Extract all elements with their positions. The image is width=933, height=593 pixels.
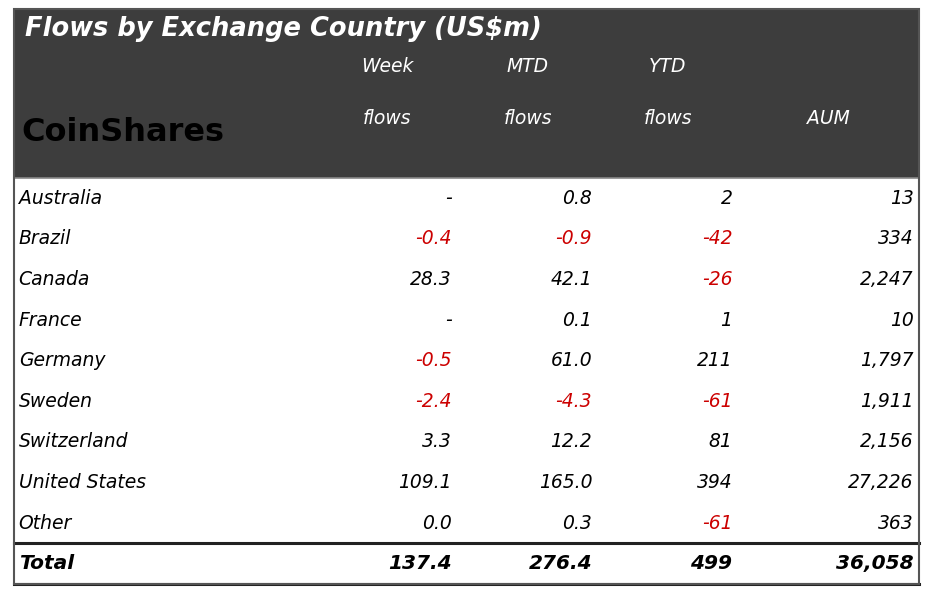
Text: Brazil: Brazil xyxy=(19,229,71,248)
Text: 28.3: 28.3 xyxy=(411,270,452,289)
Text: 12.2: 12.2 xyxy=(550,432,592,451)
Text: 137.4: 137.4 xyxy=(388,554,452,573)
Text: Canada: Canada xyxy=(19,270,91,289)
Text: United States: United States xyxy=(19,473,146,492)
Text: -0.9: -0.9 xyxy=(556,229,592,248)
Text: 3.3: 3.3 xyxy=(422,432,452,451)
Text: CoinShares: CoinShares xyxy=(21,117,225,148)
Text: 27,226: 27,226 xyxy=(848,473,913,492)
Text: 10: 10 xyxy=(890,311,913,330)
Text: 0.0: 0.0 xyxy=(422,514,452,533)
Text: 0.1: 0.1 xyxy=(563,311,592,330)
Bar xyxy=(14,9,919,178)
Text: 81: 81 xyxy=(709,432,732,451)
Text: 276.4: 276.4 xyxy=(528,554,592,573)
Text: Week: Week xyxy=(361,57,413,76)
Text: 1,797: 1,797 xyxy=(860,351,913,370)
Text: 1: 1 xyxy=(720,311,732,330)
Text: -42: -42 xyxy=(702,229,732,248)
Text: 499: 499 xyxy=(690,554,732,573)
Text: Germany: Germany xyxy=(19,351,105,370)
Text: Switzerland: Switzerland xyxy=(19,432,128,451)
Text: 1,911: 1,911 xyxy=(860,392,913,411)
Text: -2.4: -2.4 xyxy=(415,392,452,411)
Text: 363: 363 xyxy=(878,514,913,533)
Text: -4.3: -4.3 xyxy=(556,392,592,411)
Text: -: - xyxy=(445,311,452,330)
Text: 61.0: 61.0 xyxy=(550,351,592,370)
Text: -61: -61 xyxy=(702,514,732,533)
Text: 211: 211 xyxy=(697,351,732,370)
Text: 36,058: 36,058 xyxy=(836,554,913,573)
Text: -: - xyxy=(445,189,452,208)
Text: 394: 394 xyxy=(697,473,732,492)
Text: -0.5: -0.5 xyxy=(415,351,452,370)
Text: 0.3: 0.3 xyxy=(563,514,592,533)
Text: flows: flows xyxy=(363,109,411,128)
Text: 109.1: 109.1 xyxy=(398,473,452,492)
Text: Australia: Australia xyxy=(19,189,102,208)
Text: Other: Other xyxy=(19,514,72,533)
Text: Sweden: Sweden xyxy=(19,392,92,411)
Text: MTD: MTD xyxy=(507,57,549,76)
Text: -26: -26 xyxy=(702,270,732,289)
Text: flows: flows xyxy=(644,109,692,128)
Text: 42.1: 42.1 xyxy=(550,270,592,289)
Text: 2,156: 2,156 xyxy=(860,432,913,451)
Text: 334: 334 xyxy=(878,229,913,248)
Text: 2: 2 xyxy=(720,189,732,208)
Text: 0.8: 0.8 xyxy=(563,189,592,208)
Text: -0.4: -0.4 xyxy=(415,229,452,248)
Text: AUM: AUM xyxy=(807,109,850,128)
Text: 165.0: 165.0 xyxy=(538,473,592,492)
Text: 13: 13 xyxy=(890,189,913,208)
Text: France: France xyxy=(19,311,82,330)
Text: Total: Total xyxy=(19,554,74,573)
Text: YTD: YTD xyxy=(649,57,687,76)
Text: flows: flows xyxy=(503,109,551,128)
Text: Flows by Exchange Country (US$m): Flows by Exchange Country (US$m) xyxy=(25,16,542,42)
Text: -61: -61 xyxy=(702,392,732,411)
Text: 2,247: 2,247 xyxy=(860,270,913,289)
